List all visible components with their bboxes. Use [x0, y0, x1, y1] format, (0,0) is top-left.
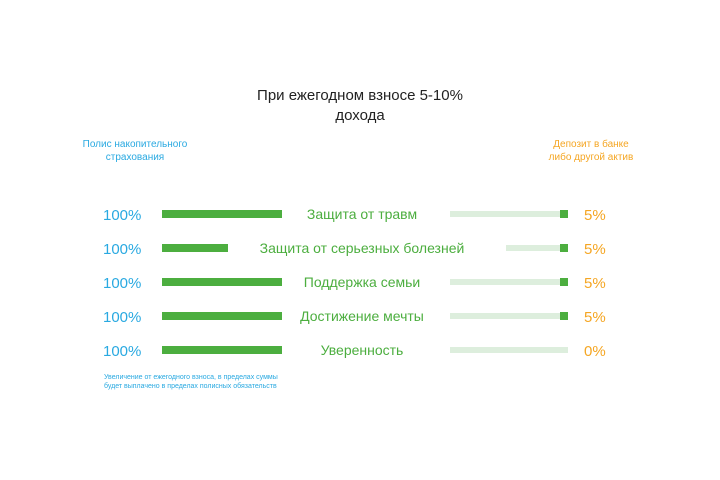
left-bar	[162, 210, 282, 218]
right-bar	[506, 245, 568, 251]
footnote-line1: Увеличение от ежегодного взноса, в преде…	[104, 374, 278, 381]
right-bar	[450, 211, 568, 217]
chart-title-line2: дохода	[335, 107, 385, 124]
legend-right: Депозит в банке либо другой актив	[526, 138, 656, 164]
right-value-label: 0%	[584, 343, 606, 360]
category-label: Поддержка семьи	[304, 274, 420, 290]
right-bar-marker	[560, 244, 568, 252]
footnote: Увеличение от ежегодного взноса, в преде…	[104, 373, 278, 391]
left-bar	[162, 278, 282, 286]
right-bar-marker	[560, 210, 568, 218]
left-bar	[162, 244, 228, 252]
right-bar-marker	[560, 312, 568, 320]
category-label: Достижение мечты	[300, 308, 424, 324]
category-label: Защита от травм	[307, 206, 417, 222]
right-bar	[450, 347, 568, 353]
right-value-label: 5%	[584, 275, 606, 292]
category-label: Защита от серьезных болезней	[260, 240, 465, 256]
left-value-label: 100%	[103, 207, 141, 224]
right-value-label: 5%	[584, 309, 606, 326]
left-bar	[162, 346, 282, 354]
right-bar-marker	[560, 278, 568, 286]
chart-title: При ежегодном взносе 5-10% дохода	[0, 86, 720, 126]
right-value-label: 5%	[584, 241, 606, 258]
category-label: Уверенность	[321, 342, 404, 358]
left-value-label: 100%	[103, 343, 141, 360]
chart-title-line1: При ежегодном взносе 5-10%	[257, 87, 463, 104]
left-value-label: 100%	[103, 275, 141, 292]
legend-left: Полис накопительного страхования	[60, 138, 210, 164]
legend-left-line2: страхования	[105, 152, 165, 163]
right-value-label: 5%	[584, 207, 606, 224]
right-bar	[450, 279, 568, 285]
legend-left-line1: Полис накопительного	[82, 139, 188, 150]
footnote-line2: будет выплачено в пределах полисных обяз…	[104, 383, 277, 390]
legend-right-line2: либо другой актив	[548, 152, 634, 163]
left-bar	[162, 312, 282, 320]
left-value-label: 100%	[103, 241, 141, 258]
legend-right-line1: Депозит в банке	[553, 139, 629, 150]
left-value-label: 100%	[103, 309, 141, 326]
right-bar	[450, 313, 568, 319]
